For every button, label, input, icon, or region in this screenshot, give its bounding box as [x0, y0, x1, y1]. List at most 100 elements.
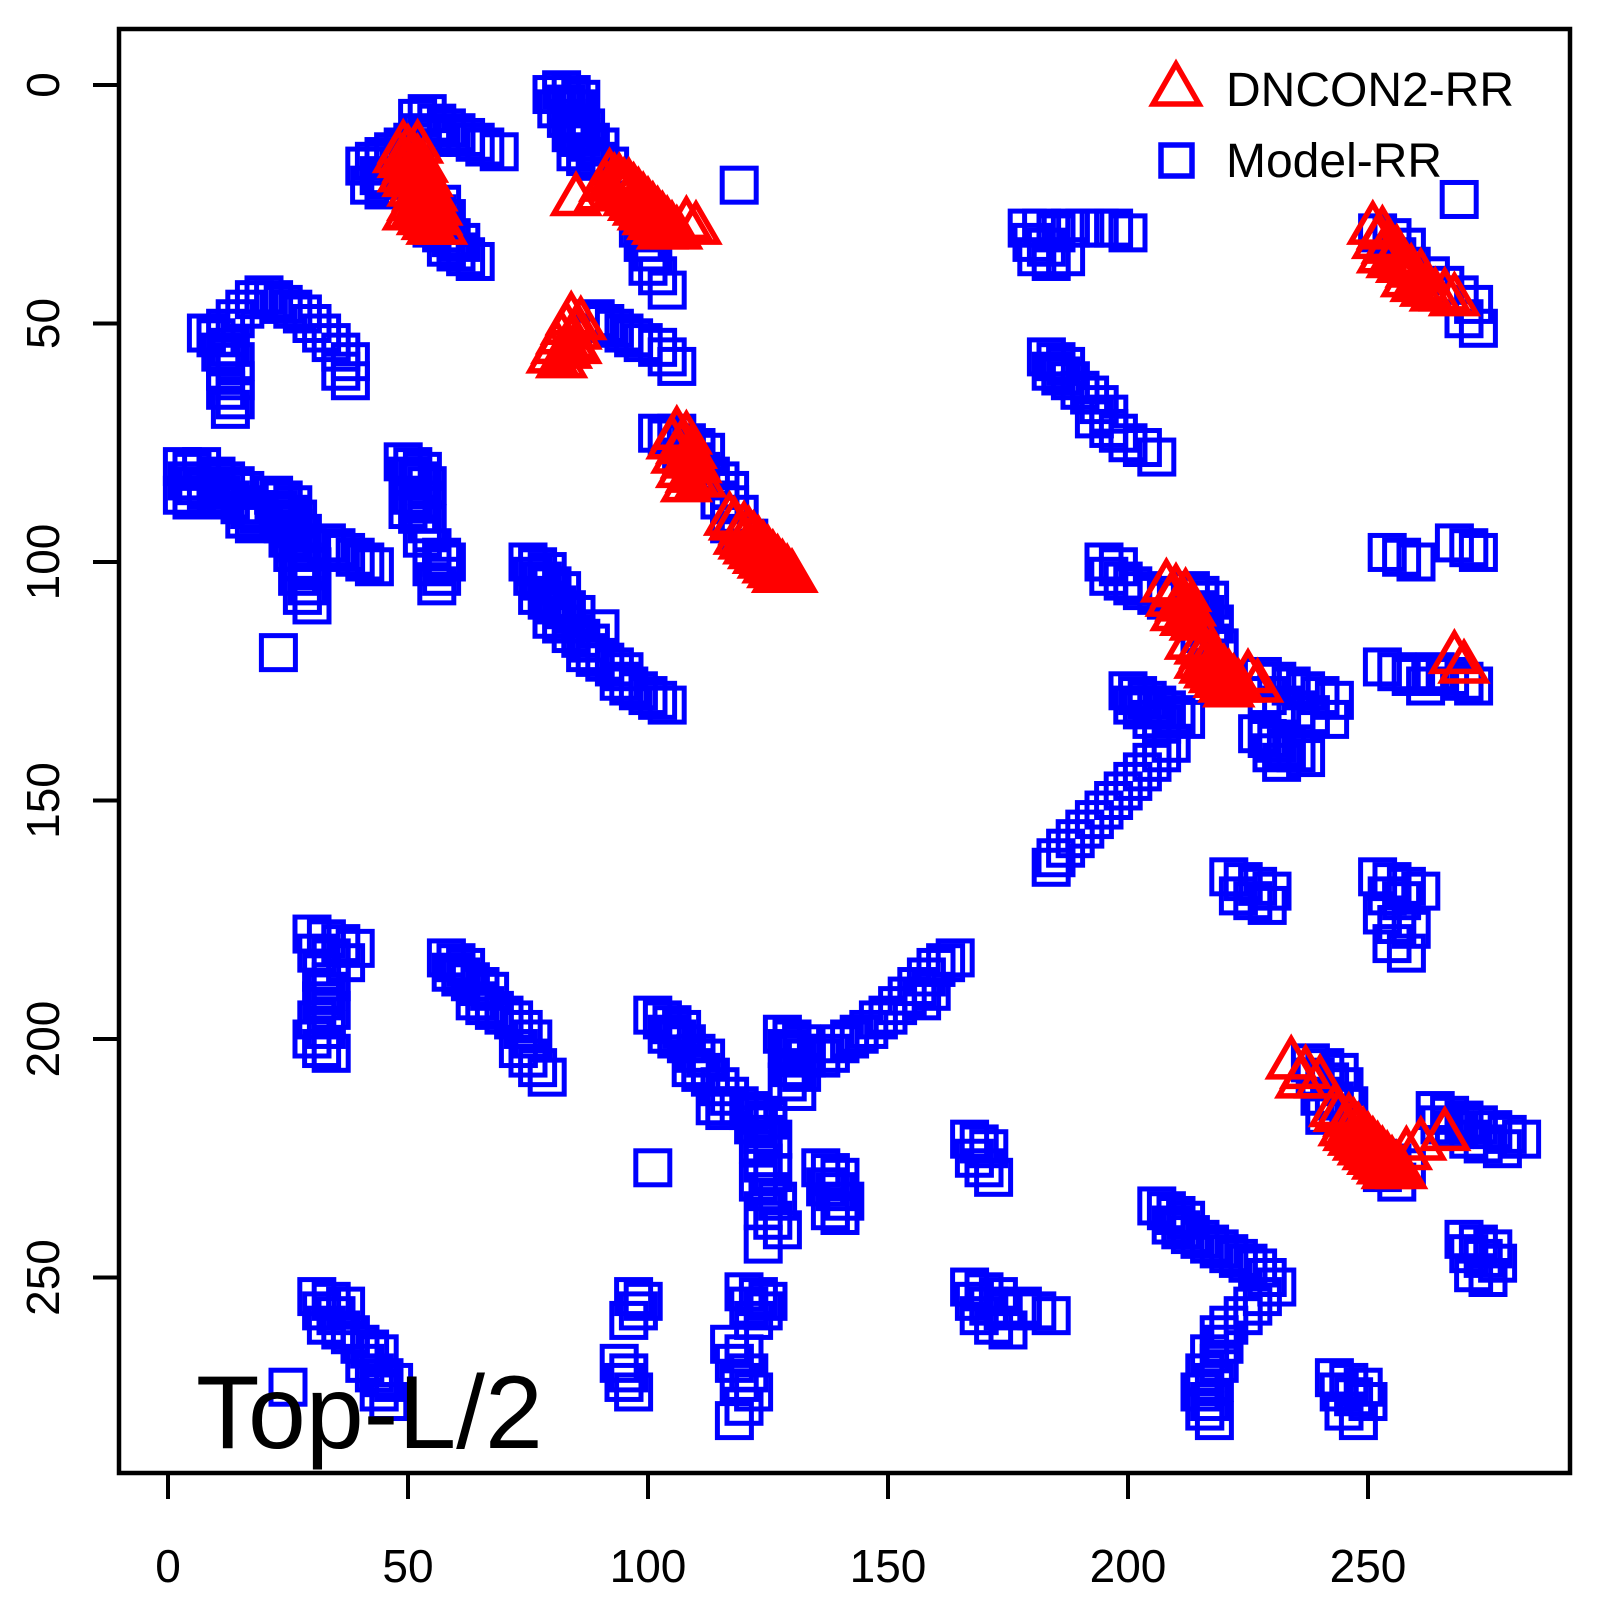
- dncon2-rr-point: [674, 451, 728, 498]
- legend: DNCON2-RR Model-RR: [1148, 58, 1514, 188]
- model-rr-point: [335, 928, 375, 968]
- model-rr-point: [1382, 537, 1422, 577]
- model-rr-point: [618, 1291, 658, 1331]
- model-rr-point: [662, 1009, 702, 1049]
- model-rr-point: [719, 165, 759, 205]
- model-rr-point: [321, 351, 361, 391]
- legend-label-model-rr: Model-RR: [1226, 135, 1442, 188]
- model-rr-point: [1194, 1401, 1234, 1441]
- model-rr-point: [738, 1277, 778, 1317]
- model-rr-point: [1098, 413, 1138, 453]
- legend-triangle-icon: [1148, 58, 1204, 107]
- model-rr-point: [210, 389, 250, 429]
- model-rr-point: [1137, 437, 1177, 477]
- model-rr-point: [743, 1224, 783, 1264]
- y-tick-label: 0: [17, 72, 69, 98]
- model-rr-point: [743, 1114, 783, 1154]
- model-rr-point: [258, 633, 298, 673]
- x-tick-label: 0: [155, 1540, 181, 1592]
- model-rr-point: [714, 1401, 754, 1441]
- model-rr-point: [647, 685, 687, 725]
- model-rr-point: [455, 122, 495, 162]
- dncon2-rr-point: [659, 193, 714, 241]
- model-rr-point: [1449, 528, 1489, 568]
- plot-title: Top-L/2: [196, 1355, 543, 1471]
- model-rr-point: [1468, 1258, 1508, 1297]
- model-rr-point: [1252, 733, 1292, 773]
- model-rr-point: [402, 480, 442, 520]
- model-rr-point: [902, 981, 942, 1021]
- model-rr-point: [465, 127, 505, 167]
- legend-item-dncon2-rr: DNCON2-RR: [1148, 58, 1514, 117]
- model-rr-point: [1074, 399, 1114, 439]
- model-rr-point: [1487, 1114, 1527, 1154]
- model-rr-point: [1324, 1391, 1364, 1431]
- model-rr-point: [935, 938, 975, 978]
- dncon2-rr-point: [1346, 198, 1400, 245]
- model-rr-point: [1276, 733, 1316, 773]
- y-tick-label: 50: [17, 298, 69, 349]
- model-rr-point: [364, 1358, 404, 1398]
- model-rr-point: [1434, 523, 1474, 563]
- model-rr-point: [974, 1157, 1014, 1197]
- model-rr-point: [518, 1048, 558, 1088]
- dncon2-rr-point: [1202, 661, 1256, 708]
- model-rr-point: [1396, 542, 1436, 582]
- model-rr-point: [767, 1062, 807, 1102]
- model-rr-point: [753, 1200, 793, 1240]
- model-rr-point: [1391, 656, 1431, 696]
- model-rr-point: [201, 332, 241, 372]
- model-rr-point: [729, 1286, 769, 1326]
- model-rr-point: [1233, 881, 1273, 921]
- x-axis: 0 50 100 150 200 250: [155, 1473, 1406, 1592]
- y-tick-label: 100: [17, 524, 69, 601]
- model-rr-point: [1372, 924, 1412, 964]
- model-rr-point: [527, 1057, 567, 1097]
- model-rr-point: [446, 237, 486, 277]
- model-rr-point: [1031, 1296, 1071, 1336]
- model-rr-point: [623, 323, 663, 363]
- model-rr-point: [810, 1191, 850, 1231]
- model-rr-point: [926, 943, 966, 983]
- model-rr-point: [1362, 895, 1402, 935]
- y-tick-label: 200: [17, 1001, 69, 1078]
- model-rr-point: [345, 542, 385, 582]
- dncon2-rr-point: [669, 198, 723, 245]
- dncon2-rr-point: [381, 184, 435, 231]
- model-rr-point: [282, 575, 322, 615]
- model-rr-point: [1046, 237, 1086, 277]
- model-rr-point: [609, 1300, 649, 1340]
- dncon2-rr-point: [765, 546, 819, 594]
- model-rr-point: [1334, 1377, 1374, 1417]
- model-rr-point: [959, 1296, 999, 1336]
- dncon2-rr-point: [1221, 646, 1275, 694]
- model-rr-point: [311, 1033, 351, 1073]
- dncon2-rr-point: [1274, 1052, 1328, 1099]
- model-rr-point: [772, 1048, 812, 1088]
- model-rr-point: [426, 542, 466, 582]
- model-rr-point: [359, 1372, 399, 1412]
- model-rr-point: [777, 1071, 817, 1111]
- model-rr-point: [1247, 885, 1287, 925]
- model-rr-point: [647, 337, 687, 377]
- model-rr-point: [964, 1148, 1004, 1188]
- model-rr-point: [1458, 308, 1498, 348]
- x-tick-label: 100: [610, 1540, 687, 1592]
- dncon2-rr-point: [371, 127, 426, 174]
- model-rr-point: [1094, 208, 1134, 248]
- model-rr-point: [1036, 838, 1076, 878]
- model-rr-point: [657, 346, 697, 386]
- y-axis: 0 50 100 150 200 250: [17, 72, 119, 1316]
- model-rr-point: [369, 1382, 409, 1422]
- model-rr-point: [1262, 742, 1302, 782]
- model-rr-point: [1122, 428, 1162, 468]
- dncon2-rr-point: [650, 203, 704, 250]
- model-rr-point: [633, 1148, 673, 1188]
- dncon2-rr-point: [1427, 270, 1482, 317]
- dncon2-rr-point: [1230, 656, 1285, 703]
- model-rr-point: [614, 1372, 654, 1412]
- model-rr-point: [724, 1386, 764, 1426]
- dncon2-rr-point: [534, 332, 589, 379]
- model-rr-point: [614, 1277, 654, 1317]
